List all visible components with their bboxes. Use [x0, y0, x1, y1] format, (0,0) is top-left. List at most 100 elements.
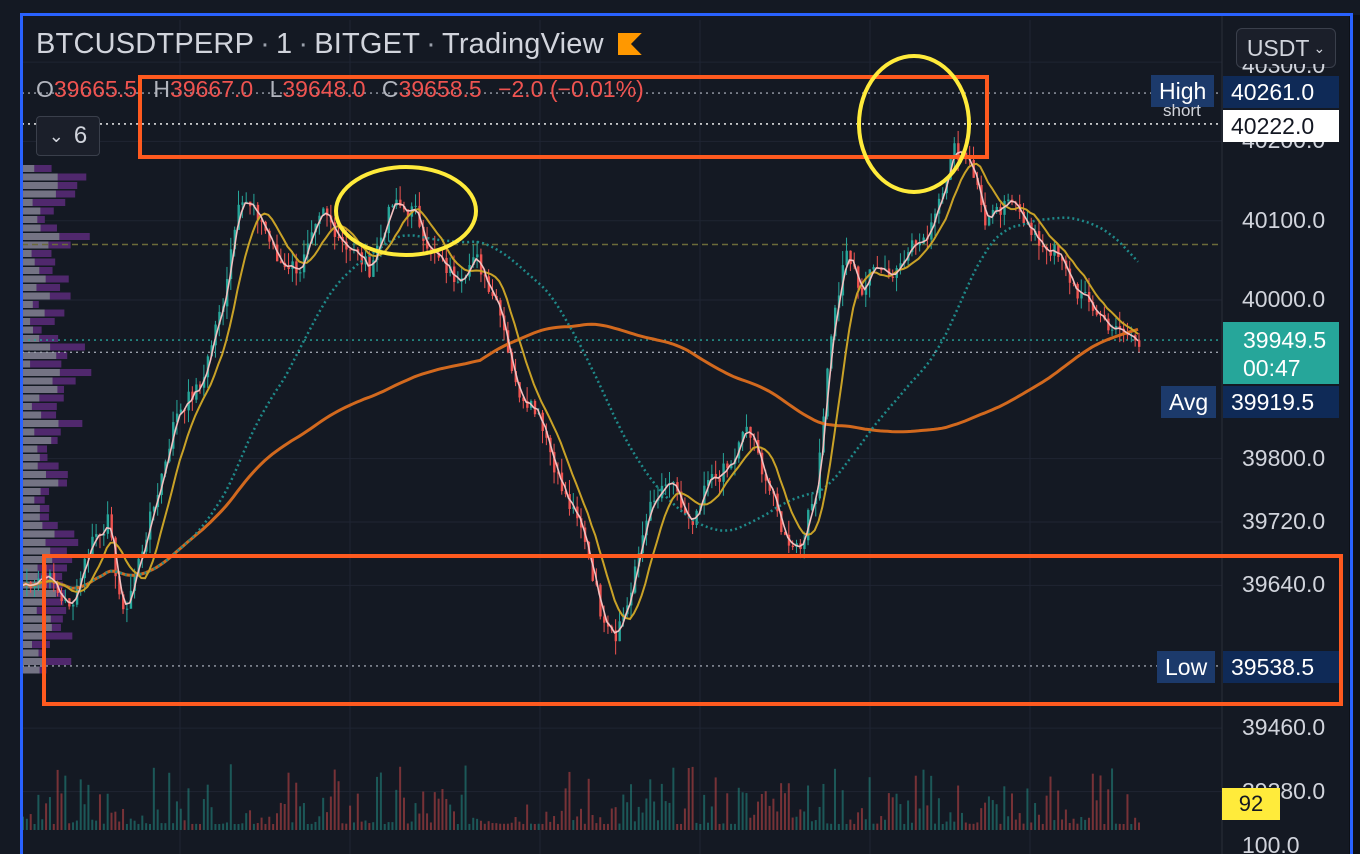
- candle-body-214: [845, 250, 848, 266]
- candle-body-105: [426, 240, 429, 249]
- volume-bar-247: [972, 823, 975, 830]
- volume-profile-gray-32: [22, 437, 52, 444]
- volume-bar-16: [83, 804, 86, 830]
- volume-bar-12: [68, 823, 71, 830]
- volume-profile-gray-52: [22, 607, 37, 614]
- volume-bar-284: [1114, 823, 1117, 830]
- volume-bar-7: [48, 797, 51, 830]
- last-price-tag: 39949.5 00:47: [1223, 322, 1339, 384]
- volume-profile-gray-15: [22, 292, 50, 300]
- candle-body-67: [279, 261, 283, 263]
- volume-profile-gray-5: [22, 207, 41, 215]
- volume-bar-281: [1103, 823, 1106, 830]
- volume-bar-173: [687, 768, 690, 830]
- low-marker-value: 39538.5: [1223, 651, 1339, 683]
- volume-profile-gray-17: [22, 309, 45, 317]
- volume-profile-gray-57: [22, 649, 39, 657]
- candle-body-39: [172, 422, 175, 449]
- volume-bar-115: [464, 765, 467, 830]
- volume-bar-242: [953, 821, 956, 830]
- volume-profile-gray-40: [22, 505, 40, 512]
- candle-body-136: [545, 431, 548, 438]
- volume-bar-253: [995, 804, 998, 830]
- currency-select[interactable]: USDT ⌄: [1236, 28, 1336, 68]
- volume-profile-gray-4: [22, 199, 33, 206]
- volume-bar-205: [810, 821, 813, 830]
- volume-profile-bar-0: [22, 165, 52, 172]
- volume-bar-160: [637, 806, 640, 830]
- volume-bar-15: [79, 779, 82, 830]
- volume-bar-167: [664, 801, 667, 830]
- candle-body-290: [1138, 340, 1141, 347]
- volume-bar-10: [60, 793, 63, 830]
- volume-profile-gray-14: [22, 284, 37, 291]
- volume-bar-218: [860, 808, 863, 830]
- volume-bar-277: [1087, 817, 1090, 830]
- volume-bar-55: [233, 823, 236, 830]
- volume-bar-179: [710, 806, 713, 830]
- volume-bar-221: [872, 823, 875, 830]
- volume-profile-bar-58: [22, 658, 72, 665]
- volume-bar-108: [437, 798, 440, 830]
- candle-body-183: [726, 463, 729, 469]
- volume-bar-162: [645, 798, 648, 830]
- candle-body-75: [310, 232, 314, 244]
- volume-bar-155: [618, 823, 621, 830]
- volume-bar-3: [33, 823, 36, 830]
- volume-bar-169: [672, 767, 675, 830]
- candle-body-151: [603, 616, 606, 623]
- candle-body-69: [287, 267, 290, 269]
- candle-body-220: [868, 269, 872, 286]
- candle-body-102: [414, 205, 417, 207]
- candle-body-100: [406, 209, 410, 217]
- volume-profile-gray-10: [22, 250, 32, 257]
- short-marker-value: 40222.0: [1223, 110, 1339, 142]
- volume-profile-gray-28: [22, 403, 32, 410]
- volume-bar-28: [129, 818, 132, 830]
- indicator-count: 6: [73, 122, 88, 149]
- volume-bar-48: [206, 784, 209, 830]
- volume-bar-212: [837, 823, 840, 830]
- volume-bar-33: [148, 824, 151, 830]
- candle-body-33: [148, 511, 152, 540]
- candle-body-96: [391, 205, 394, 207]
- candle-body-8: [52, 572, 56, 584]
- candle-body-180: [714, 473, 718, 479]
- interval-label[interactable]: 1: [275, 28, 293, 60]
- volume-bar-257: [1011, 793, 1014, 830]
- price-axis-tick-0: 40300.0: [1242, 52, 1326, 78]
- volume-bar-174: [691, 766, 694, 830]
- volume-bar-106: [429, 822, 432, 830]
- candle-body-160: [637, 553, 641, 567]
- candle-body-283: [1111, 329, 1114, 331]
- candle-body-198: [783, 531, 787, 535]
- volume-bar-61: [256, 823, 259, 830]
- volume-profile-gray-29: [22, 411, 42, 419]
- volume-bar-116: [468, 823, 471, 830]
- volume-bar-185: [733, 823, 736, 830]
- volume-bar-278: [1091, 773, 1094, 830]
- candle-body-148: [591, 558, 594, 581]
- candle-body-272: [1068, 268, 1072, 283]
- volume-bar-83: [341, 823, 344, 830]
- volume-bar-267: [1049, 776, 1052, 830]
- candle-body-167: [664, 484, 668, 486]
- volume-bar-280: [1099, 775, 1102, 830]
- volume-bar-225: [887, 793, 890, 830]
- volume-bar-38: [168, 772, 171, 830]
- candle-body-122: [491, 291, 494, 296]
- volume-profile-gray-3: [22, 190, 56, 198]
- volume-profile-gray-48: [22, 573, 38, 580]
- symbol-name[interactable]: BTCUSDTPERP: [36, 28, 255, 60]
- volume-bar-0: [22, 816, 24, 830]
- price-axis-tick-5: 39720.0: [1242, 508, 1326, 534]
- volume-profile-gray-18: [22, 318, 31, 325]
- indicators-toggle-button[interactable]: ⌄ 6: [36, 116, 100, 156]
- volume-bar-30: [137, 823, 140, 830]
- candle-body-178: [706, 479, 710, 486]
- candle-body-179: [710, 473, 714, 480]
- symbol-header[interactable]: BTCUSDTPERP · 1 · BITGET · TradingView: [36, 28, 642, 61]
- tradingview-flag-icon[interactable]: [617, 33, 642, 55]
- candle-body-256: [1007, 199, 1010, 202]
